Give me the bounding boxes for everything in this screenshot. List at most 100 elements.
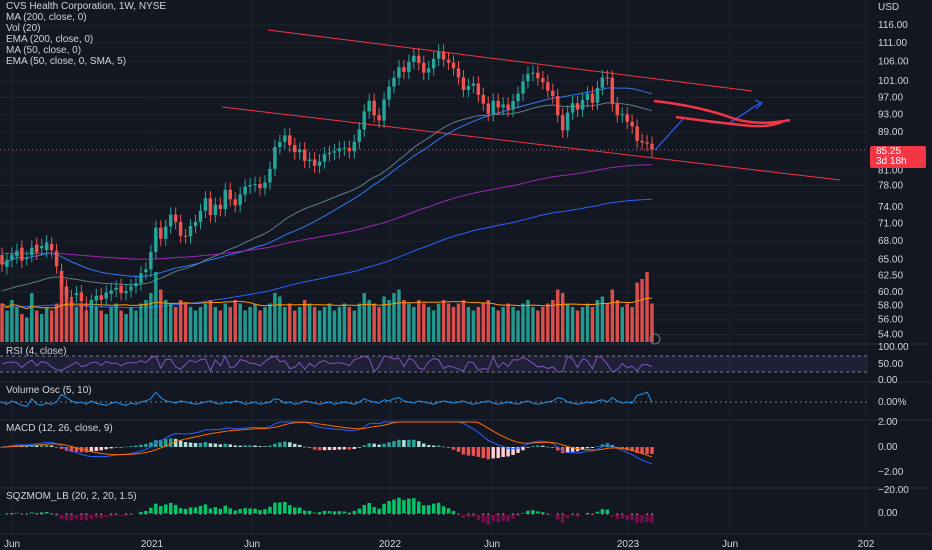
price-tick-label: 60.00 [878, 287, 903, 298]
macd-histogram-bar [426, 445, 431, 447]
sqzmom-bar [288, 505, 292, 514]
sqzmom-dot [288, 513, 291, 515]
volume-bar [357, 303, 361, 342]
volume-bar [30, 293, 34, 342]
sqzmom-dot [561, 513, 564, 515]
sqzmom-dot [467, 513, 470, 515]
legend-ma200[interactable]: MA (200, close, 0) [6, 12, 87, 23]
candle-body [640, 140, 644, 143]
user-drawings[interactable] [649, 99, 791, 345]
volume-bar [74, 307, 79, 342]
volume-bar [119, 310, 123, 342]
volume-bar [124, 314, 128, 342]
rsi-label[interactable]: RSI (4, close) [6, 346, 67, 357]
sqzmom-dot [601, 513, 604, 515]
macd-histogram-bar [129, 446, 133, 447]
sqzmom-bar [302, 510, 307, 514]
volume-bar [481, 303, 486, 342]
sqzmom-dot [239, 513, 241, 515]
volume-bar [25, 317, 29, 342]
volume-bar [139, 303, 143, 342]
sqzmom-bar [233, 510, 237, 514]
candle-body [570, 103, 575, 113]
macd-histogram-bar [630, 447, 634, 452]
volume-bar [248, 307, 252, 342]
candle-body [49, 244, 54, 251]
sqzmom-dot [596, 513, 599, 515]
sqzmom-bar [491, 514, 495, 521]
sqzmom-dot [472, 513, 475, 515]
candle-body [446, 59, 451, 63]
candle-body [600, 77, 605, 88]
legend-volume[interactable]: Vol (20) [6, 23, 41, 34]
volume-bar [243, 310, 247, 342]
candle-body [317, 161, 322, 166]
volume-bar [283, 307, 287, 342]
macd-histogram-bar [25, 446, 29, 447]
legend-symbol[interactable]: CVS Health Corporation, 1W, NYSE [6, 1, 167, 12]
macd-label[interactable]: MACD (12, 26, close, 9) [6, 423, 113, 434]
indicator-tick-label: 0.00% [878, 397, 906, 408]
candle-body [278, 141, 282, 147]
sqzmom-bar [64, 514, 69, 521]
volume-bar [650, 303, 654, 342]
volume-bar [471, 310, 476, 342]
sqzmom-dot [26, 513, 28, 515]
sqzmom-dot [556, 513, 559, 515]
volume-bar [407, 303, 411, 342]
macd-histogram-bar [54, 446, 59, 448]
volume-bar [84, 310, 89, 342]
trend-channel [221, 29, 841, 181]
candle-body [203, 198, 208, 211]
volume-bar [536, 310, 540, 342]
legend-ma50[interactable]: MA (50, close, 0) [6, 45, 82, 56]
volume-bar [615, 300, 620, 342]
macd-histogram-bar [317, 447, 322, 451]
sqzmom-dot [492, 513, 495, 515]
sqzmom-dot [571, 513, 574, 515]
sqzmom-bar [193, 507, 198, 514]
candle-body [486, 103, 490, 114]
volume-osc-label[interactable]: Volume Osc (5, 10) [6, 385, 92, 396]
sqzmom-dot [517, 513, 519, 515]
volume-bar [94, 307, 99, 342]
candle-body [99, 295, 103, 300]
volume-bar [39, 314, 44, 342]
candle-body [5, 260, 9, 267]
candle-body [372, 100, 376, 116]
time-axis[interactable]: Jun 2021 Jun 2022 Jun 2023 Jun 202 [4, 539, 875, 550]
sqzmom-dot [358, 513, 361, 515]
sqzmom-dot [611, 513, 614, 515]
macd-histogram-bar [119, 447, 123, 448]
sqzmom-dot [184, 513, 187, 515]
volume-bar [15, 307, 19, 342]
indicator-tick-label: 50.00 [878, 359, 903, 370]
currency-label: USD [878, 2, 900, 13]
volume-bar [496, 310, 500, 342]
candle-body [34, 244, 39, 253]
sqzmom-bar [595, 511, 600, 514]
indicator-tick-label: 0.00 [878, 508, 898, 519]
price-tick-label: 111.00 [878, 38, 908, 49]
sqzmom-bar [451, 510, 456, 514]
sqzmom-dot [621, 513, 624, 515]
price-axis[interactable]: 116.00 111.00 106.00 101.00 97.00 93.00 89.00 8… [878, 20, 909, 519]
macd-histogram-bar [44, 445, 49, 447]
sqzmom-dot [576, 513, 579, 515]
sqzmom-dot [522, 513, 524, 515]
legend-ema200[interactable]: EMA (200, close, 0) [6, 34, 94, 45]
macd-histogram-bar [74, 447, 79, 452]
sqzmom-label[interactable]: SQZMOM_LB (20, 2, 20, 1.5) [6, 491, 137, 502]
volume-bar [253, 303, 257, 342]
candle-body [64, 286, 69, 296]
legend-ema50[interactable]: EMA (50, close, 0, SMA, 5) [6, 56, 127, 67]
sqzmom-bar [332, 511, 337, 514]
volume-bar [387, 300, 391, 342]
macd-histogram-bar [347, 447, 352, 450]
volume-bar [129, 307, 133, 342]
volume-bar [570, 307, 575, 342]
sqzmom-bar [89, 514, 94, 520]
sqzmom-bar [293, 507, 297, 514]
macd-histogram-bar [159, 439, 163, 447]
